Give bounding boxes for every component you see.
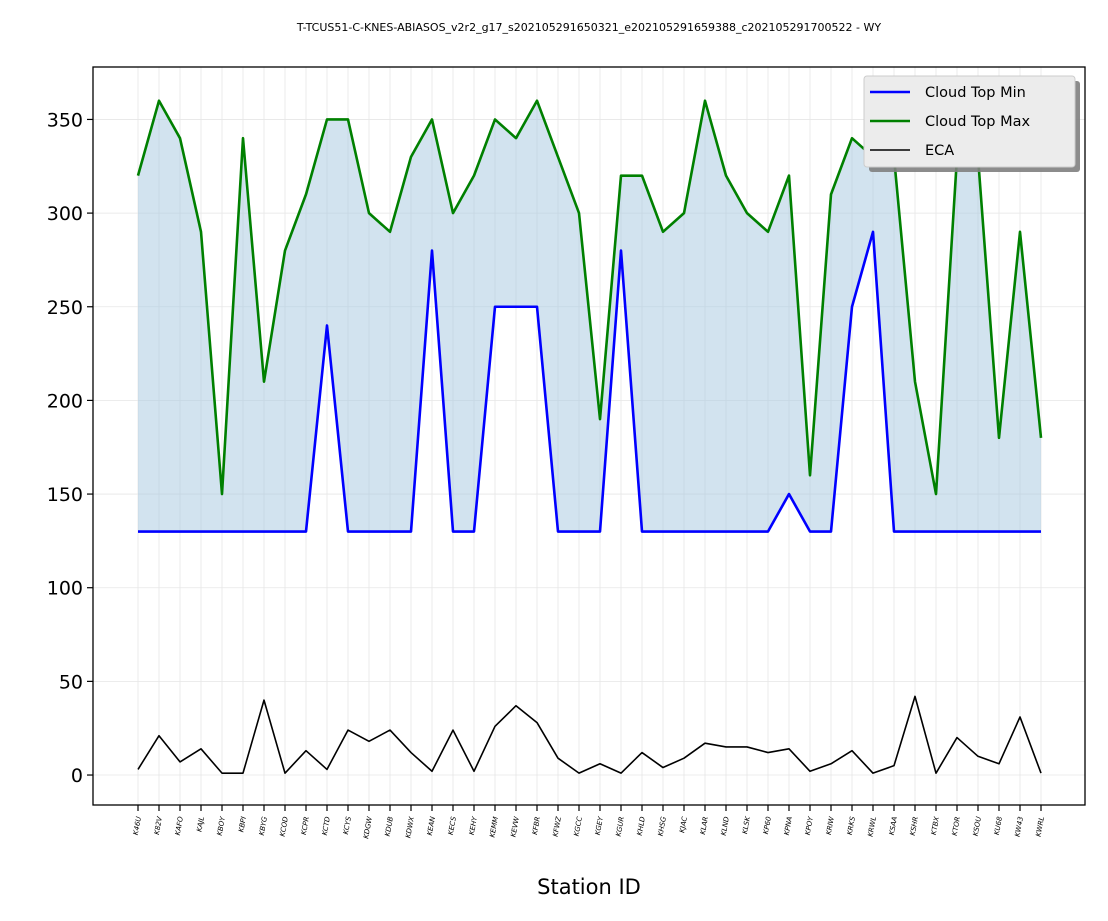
x-tick-label: KSAA	[888, 816, 899, 836]
legend-label: ECA	[925, 143, 954, 159]
x-axis: K46U K82V KAFO KAJL KBOY KBPI KBYG KCOD KCPR KCTD…	[132, 805, 1046, 839]
x-tick-label: KU68	[993, 815, 1004, 835]
x-tick-label: KRIW	[825, 815, 836, 836]
x-tick-label: KGCC	[573, 816, 584, 837]
x-tick-label: KTOR	[951, 816, 962, 836]
x-tick-label: KDGW	[362, 815, 374, 839]
legend-box	[863, 75, 1076, 168]
x-tick-label: KBOY	[216, 815, 227, 836]
x-tick-label: KJAC	[678, 816, 689, 834]
series-line-eca	[137, 695, 1042, 774]
legend: Cloud Top Min Cloud Top Max ECA	[863, 75, 1080, 172]
y-tick-label: 100	[47, 578, 83, 600]
x-tick-label: KSHR	[909, 816, 920, 836]
x-tick-label: KEAN	[426, 815, 437, 836]
x-tick-label: KTBX	[930, 816, 941, 836]
x-tick-label: KDWX	[404, 816, 416, 839]
plot-area-frame	[92, 66, 1086, 806]
x-tick-label: KPNA	[783, 816, 794, 836]
x-tick-label: KPOY	[804, 815, 815, 835]
x-tick-label: KBPI	[237, 816, 248, 833]
x-tick-label: KGEY	[594, 815, 605, 836]
x-tick-label: KCYS	[342, 815, 353, 835]
x-tick-label: KRKS	[846, 815, 857, 835]
x-tick-label: KWRL	[1035, 816, 1046, 837]
y-tick-label: 250	[47, 297, 83, 319]
series-line-cloud-top-min	[138, 230, 1041, 533]
legend-label: Cloud Top Max	[925, 114, 1031, 130]
y-tick-label: 50	[59, 671, 83, 693]
legend-label: Cloud Top Min	[925, 85, 1026, 101]
x-tick-label: KEHY	[468, 815, 479, 835]
y-tick-label: 350	[47, 109, 83, 131]
x-tick-label: KBYG	[258, 815, 269, 836]
y-axis: 0 50 100 150 200 250 300 350	[47, 109, 93, 787]
x-tick-label: KFWZ	[552, 816, 563, 838]
x-tick-label: KCOD	[279, 815, 290, 837]
x-tick-label: KP60	[762, 815, 773, 834]
x-tick-label: KECS	[447, 815, 458, 835]
x-tick-label: KAJL	[195, 816, 206, 833]
chart-title: T-TCUS51-C-KNES-ABIASOS_v2r2_g17_s202105…	[296, 21, 881, 34]
y-tick-label: 150	[47, 484, 83, 506]
x-tick-label: KSOU	[972, 816, 983, 837]
x-tick-label: KHLD	[636, 815, 647, 836]
x-tick-label: KHSG	[657, 815, 668, 836]
y-tick-label: 200	[47, 390, 83, 412]
x-tick-label: KRWL	[867, 816, 878, 837]
y-tick-label: 300	[47, 203, 83, 225]
x-tick-label: KLAR	[699, 816, 710, 835]
x-tick-label: KCPR	[300, 816, 311, 836]
x-tick-label: KAFO	[174, 815, 185, 835]
x-tick-label: KLND	[720, 815, 731, 836]
x-tick-label: KW43	[1014, 816, 1025, 838]
x-tick-label: KEVW	[509, 815, 521, 838]
x-tick-label: KCTD	[321, 815, 332, 836]
x-tick-label: K46U	[132, 816, 143, 836]
x-tick-label: KGUR	[615, 816, 626, 837]
x-tick-label: KDUB	[384, 816, 395, 837]
y-tick-label: 0	[71, 765, 83, 787]
x-axis-label: Station ID	[537, 875, 641, 899]
x-tick-label: KLSK	[741, 815, 752, 835]
x-tick-label: K82V	[153, 815, 164, 836]
x-tick-label: KEMM	[488, 816, 500, 838]
x-tick-label: KFBR	[531, 816, 542, 836]
